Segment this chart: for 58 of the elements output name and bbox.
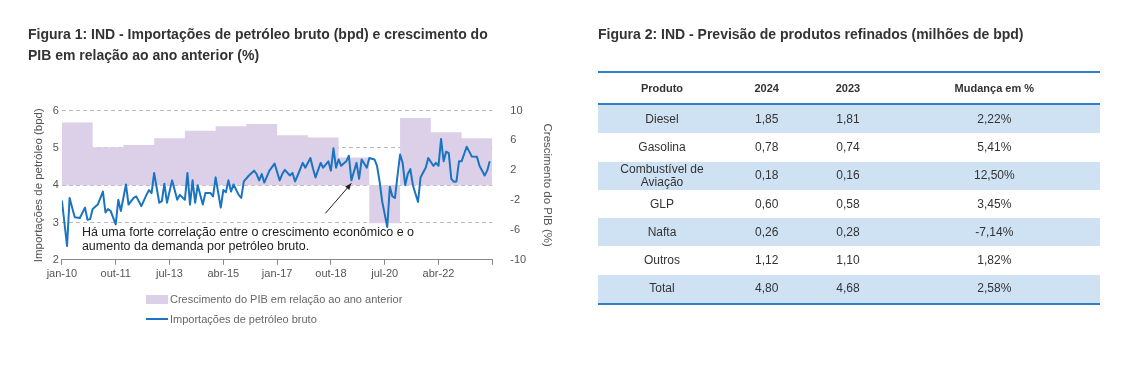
data-label: 5,41% — [976, 138, 1013, 156]
y2-tick-label: -10 — [510, 252, 527, 265]
y-tick-label: Outros — [643, 252, 681, 270]
x-tick-label: 2024 — [726, 72, 808, 104]
legend-label: Crescimento do PIB em relação ao ano anterior — [170, 293, 403, 305]
y-tick-label: 5 — [52, 140, 59, 153]
data-label: 2,58% — [888, 274, 1100, 305]
x-tick-label: abr-15 — [207, 267, 240, 280]
y-tick-label: 6 — [52, 103, 59, 116]
y-tick-label: 2 — [52, 252, 59, 265]
data-label: 0,28 — [807, 218, 889, 247]
x-tick-label: jul-13 — [155, 267, 183, 280]
x-tick-label: jul-20 — [370, 267, 399, 280]
data-label: 0,16 — [807, 161, 889, 190]
x-tick-label: jan-10 — [45, 267, 78, 280]
annotation: Há uma forte correlação entre o crescimento econômico e o aumento da demanda por petróleo bruto. — [81, 224, 415, 253]
data-label: 3,45% — [976, 195, 1013, 213]
data-label: 0,60 — [754, 195, 780, 213]
y-axis-title: Produto — [598, 72, 726, 104]
y2-tick-label: 2 — [510, 163, 517, 176]
y-tick-label: Gasolina — [637, 138, 687, 156]
data-label: 0,58 — [835, 195, 861, 213]
x-tick-label: Mudança em % — [888, 72, 1100, 104]
data-label: 12,50% — [888, 161, 1100, 190]
y2-axis-title: Crescimento do PIB (%) — [541, 123, 554, 248]
x-tick-label: out-11 — [100, 267, 131, 280]
y2-tick-label: 6 — [510, 133, 517, 146]
data-label: 1,82% — [976, 252, 1013, 270]
data-label: 0,18 — [726, 161, 808, 190]
y-tick-label: Diesel — [598, 104, 726, 134]
y-tick-label: 4 — [52, 178, 59, 191]
data-label: 2,22% — [888, 104, 1100, 134]
y-tick-label: Nafta — [598, 218, 726, 247]
data-label: 4,68 — [807, 274, 889, 305]
data-label: 1,81 — [807, 104, 889, 134]
x-tick-label: 2023 — [807, 72, 889, 104]
chart-title: Figura 2: IND - Previsão de produtos refinados (milhões de bpd) — [598, 25, 1025, 44]
x-tick-label: jan-17 — [260, 267, 293, 280]
y-tick-label: 3 — [52, 215, 59, 228]
data-label: 1,12 — [754, 252, 780, 270]
y2-tick-label: -2 — [510, 193, 521, 206]
y-tick-label: Total — [598, 274, 726, 305]
y-tick-label: GLP — [649, 195, 675, 213]
data-label: -7,14% — [888, 218, 1100, 247]
y-tick-label: Combustível de Aviação — [598, 161, 726, 190]
data-label: 4,80 — [726, 274, 808, 305]
x-tick-label: abr-22 — [422, 267, 455, 280]
y-axis-title: Importações de petróleo (bpd) — [32, 108, 45, 263]
chart-title: Figura 1: IND - Importações de petróleo bruto (bpd) e crescimento do PIB em relação ao ano anterior (%) — [28, 25, 489, 65]
y2-tick-label: -6 — [510, 222, 521, 235]
data-label: 0,74 — [835, 138, 861, 156]
data-label: 0,78 — [754, 138, 780, 156]
legend-label: Importações de petróleo bruto — [170, 313, 317, 325]
data-label: 1,85 — [726, 104, 808, 134]
data-label: 1,10 — [835, 252, 861, 270]
y2-tick-label: 10 — [510, 103, 523, 116]
x-tick-label: out-18 — [315, 267, 347, 280]
data-label: 0,26 — [726, 218, 808, 247]
